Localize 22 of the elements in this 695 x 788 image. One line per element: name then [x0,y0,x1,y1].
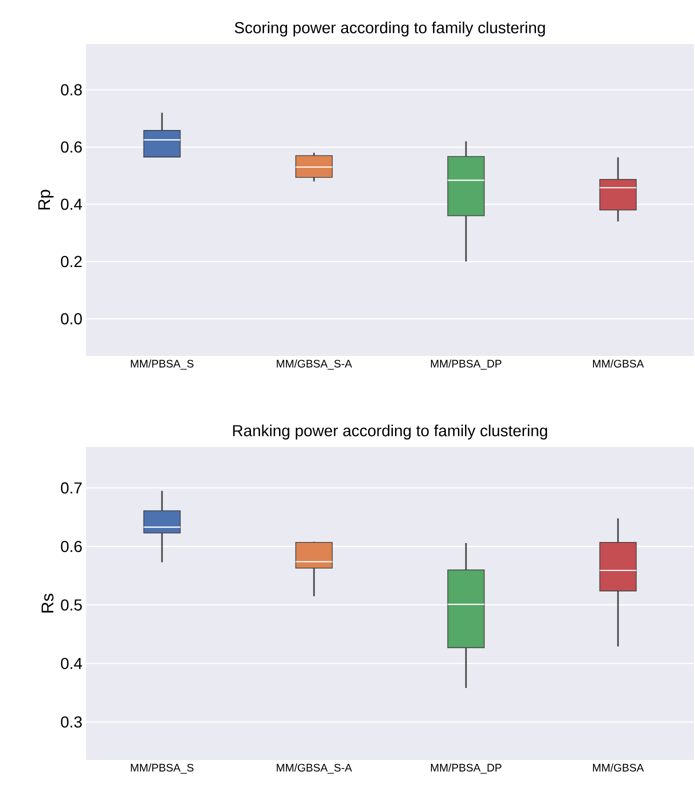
y-tick-label: 0.4 [61,198,82,210]
y-axis-title: Rs [42,594,54,612]
y-tick-label: 0.4 [61,658,82,670]
x-tick-label: MM/GBSA_S-A [277,764,352,774]
y-tick-label: 0.8 [61,84,82,96]
y-tick-label: 0.6 [61,141,82,153]
chart-title: Scoring power according to family clustering [234,22,546,36]
x-tick-label: MM/GBSA [593,360,644,368]
x-tick-label: MM/PBSA_DP [431,764,502,774]
x-tick-label: MM/PBSA_S [131,360,194,370]
y-axis-title: Rp [38,190,54,210]
x-tick-label: MM/PBSA_DP [431,360,502,370]
y-tick-label: 0.0 [61,313,82,324]
x-tick-label: MM/GBSA [593,764,644,772]
y-tick-label: 0.5 [61,599,82,611]
y-tick-label: 0.3 [61,716,82,728]
y-tick-label: 0.2 [61,256,82,268]
y-tick-label: 0.7 [61,482,82,494]
chart-title: Ranking power according to family clustering [233,424,548,440]
x-tick-label: MM/GBSA_S-A [277,360,352,370]
y-tick-label: 0.6 [61,540,82,552]
x-tick-label: MM/PBSA_S [131,764,194,774]
